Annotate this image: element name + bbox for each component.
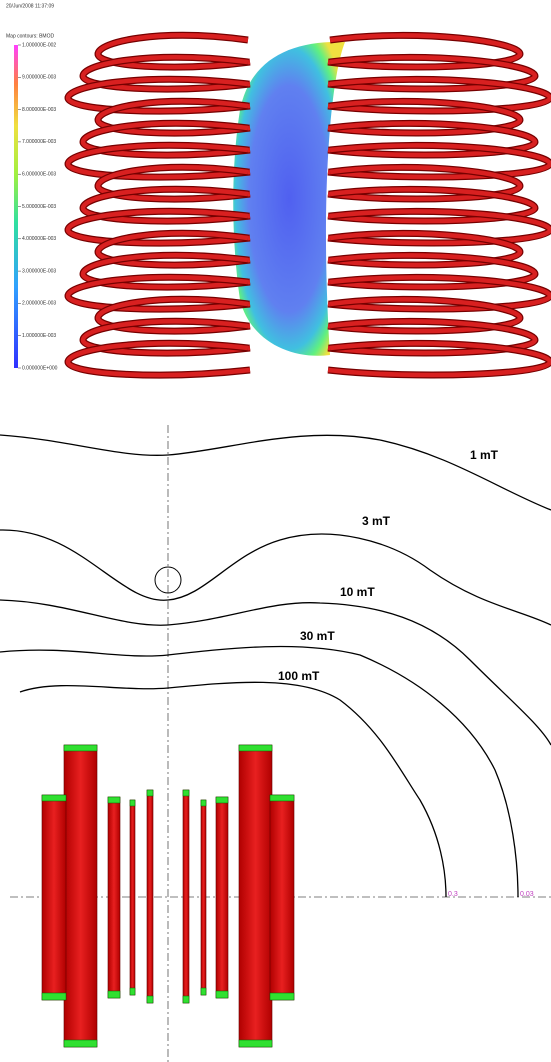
contour-label: 100 mT: [278, 669, 320, 683]
axis-label: 0.3: [448, 891, 458, 898]
coil-section: [130, 800, 135, 995]
coil-cap: [64, 1040, 97, 1047]
colorbar-label: 1.000000E-003: [22, 333, 56, 339]
coil-section: [239, 745, 272, 1047]
coil-section: [183, 790, 189, 1003]
contour-plot: 1 mT 3 mT 10 mT 30 mT 100 mT 0.3 0.03: [0, 425, 551, 1062]
coil-cap: [130, 800, 135, 806]
coil-cap: [270, 795, 294, 801]
field-render: 20/Jun/2008 11:37:09 Map contours: BMOD …: [6, 3, 550, 375]
coil-cap: [216, 797, 228, 803]
coil-section: [42, 795, 66, 1000]
coil-section: [270, 795, 294, 1000]
coil-cap: [201, 988, 206, 995]
coil-section: [64, 745, 97, 1047]
contour-label: 30 mT: [300, 629, 335, 643]
colorbar-label: 9.000000E-003: [22, 75, 56, 81]
coil-section: [216, 797, 228, 998]
coil-cap: [239, 745, 272, 751]
coil-cap: [108, 797, 120, 803]
coil-cap: [183, 996, 189, 1003]
coil-cap: [64, 745, 97, 751]
contour-label: 1 mT: [470, 448, 499, 462]
coil-cap: [201, 800, 206, 806]
field-surface: [233, 42, 345, 356]
legend-title: Map contours: BMOD: [6, 33, 54, 39]
colorbar-label: 1.000000E-002: [22, 42, 56, 48]
coil-cap: [270, 993, 294, 1000]
colorbar-label: 4.000000E-003: [22, 236, 56, 242]
timestamp: 20/Jun/2008 11:37:09: [6, 3, 54, 9]
coil-cap: [147, 996, 153, 1003]
coil-section: [147, 790, 153, 1003]
colorbar-label: 7.000000E-003: [22, 139, 56, 145]
colorbar-label: 6.000000E-003: [22, 172, 56, 178]
contour: [0, 530, 551, 625]
coil-cap: [239, 1040, 272, 1047]
colorbar-label: 2.000000E-003: [22, 301, 56, 307]
coil-cap: [216, 991, 228, 998]
figure: 20/Jun/2008 11:37:09 Map contours: BMOD …: [0, 0, 551, 1062]
figure-svg: 20/Jun/2008 11:37:09 Map contours: BMOD …: [0, 0, 551, 1062]
coil-cap: [130, 988, 135, 995]
coil-cap: [108, 991, 120, 998]
colorbar-label: 5.000000E-003: [22, 204, 56, 210]
colorbar-label: 8.000000E-003: [22, 107, 56, 113]
contour-label: 3 mT: [362, 514, 391, 528]
coil-section: [201, 800, 206, 995]
contour: [0, 435, 551, 510]
coil-cap: [42, 795, 66, 801]
coil-cap: [183, 790, 189, 796]
coil-cap: [147, 790, 153, 796]
colorbar: [14, 45, 18, 368]
contour-label: 10 mT: [340, 585, 375, 599]
colorbar-label: 0.000000E+000: [22, 365, 58, 371]
coil-cap: [42, 993, 66, 1000]
coil-section: [108, 797, 120, 998]
axis-label: 0.03: [520, 891, 534, 898]
colorbar-label: 3.000000E-003: [22, 268, 56, 274]
contour: [0, 600, 551, 745]
